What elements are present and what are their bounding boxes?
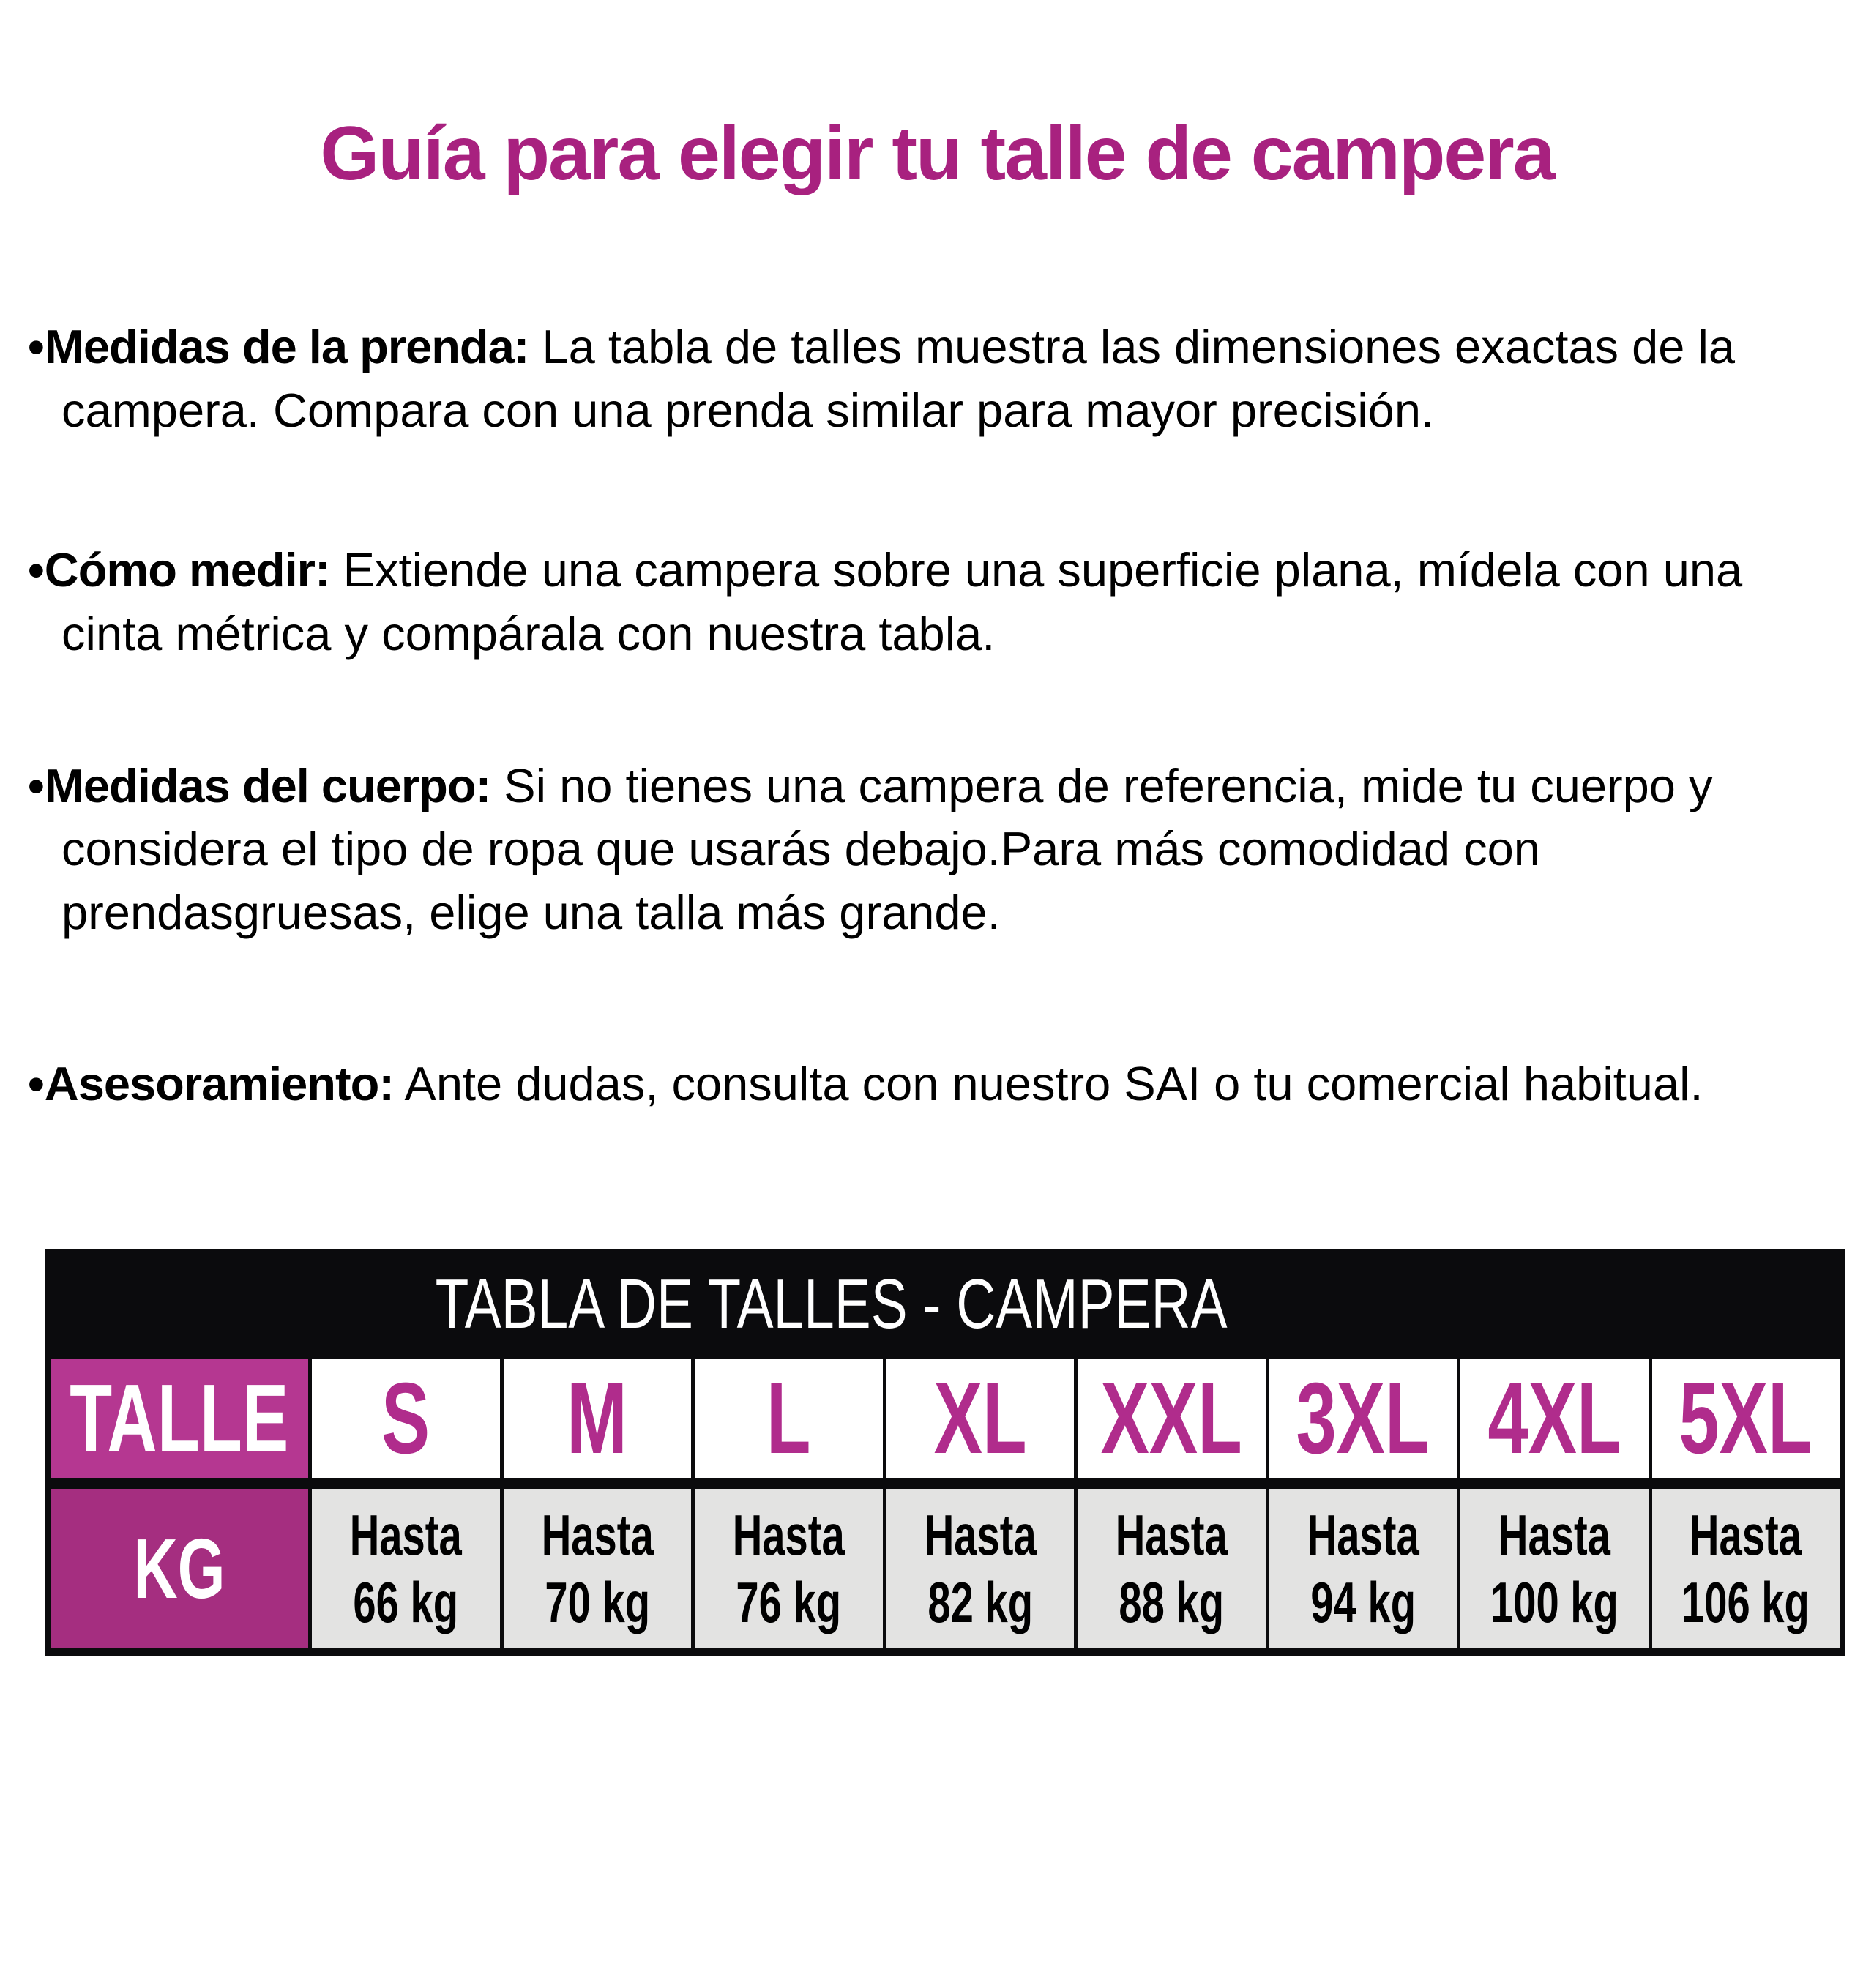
weight-cell-l: Hasta 76 kg: [691, 1488, 883, 1648]
bullet-text: Ante dudas, consulta con nuestro SAI o t…: [394, 1057, 1703, 1111]
page-title: Guía para elegir tu talle de campera: [320, 111, 1555, 196]
bullet-label: Medidas de la prenda:: [44, 320, 530, 374]
weight-value: 94 kg: [1310, 1569, 1416, 1634]
guide-bullet-list: •Medidas de la prenda: La tabla de talle…: [15, 315, 1874, 1116]
bullet-label: Medidas del cuerpo:: [44, 758, 491, 812]
hasta-label: Hasta: [349, 1502, 462, 1567]
size-cell-5xl: 5XL: [1648, 1359, 1840, 1478]
bullet-icon: •: [28, 320, 45, 374]
hasta-label: Hasta: [732, 1502, 845, 1567]
size-table-title: TABLA DE TALLES - CAMPERA: [436, 1264, 1228, 1343]
weight-value: 82 kg: [927, 1569, 1033, 1634]
hasta-label: Hasta: [1690, 1502, 1802, 1567]
size-label: XL: [933, 1361, 1027, 1475]
bullet-label: Asesoramiento:: [44, 1057, 395, 1111]
size-table-header-band: TABLA DE TALLES - CAMPERA: [51, 1249, 1840, 1359]
size-label: 4XL: [1487, 1361, 1621, 1475]
size-cell-xxl: XXL: [1074, 1359, 1266, 1478]
hasta-label: Hasta: [541, 1502, 654, 1567]
weight-value: 100 kg: [1490, 1569, 1619, 1634]
talle-header-label: TALLE: [70, 1364, 289, 1472]
size-label: 3XL: [1296, 1361, 1430, 1475]
weight-text: Hasta 70 kg: [541, 1501, 653, 1636]
size-cell-l: L: [691, 1359, 883, 1478]
weight-text: Hasta 76 kg: [733, 1501, 845, 1636]
size-cell-3xl: 3XL: [1265, 1359, 1457, 1478]
size-label: M: [567, 1361, 628, 1475]
weight-cell-s: Hasta 66 kg: [308, 1488, 500, 1648]
weight-value: 76 kg: [736, 1569, 842, 1634]
weight-cell-4xl: Hasta 100 kg: [1457, 1488, 1649, 1648]
size-label: 5XL: [1679, 1361, 1813, 1475]
weight-value: 88 kg: [1119, 1569, 1225, 1634]
size-cell-4xl: 4XL: [1457, 1359, 1649, 1478]
size-cell-xl: XL: [882, 1359, 1074, 1478]
bullet-text: Extiende una campera sobre una superfici…: [61, 543, 1743, 660]
weight-text: Hasta 88 kg: [1116, 1501, 1228, 1636]
size-label: L: [766, 1361, 811, 1475]
bullet-text: Si no tienes una campera de referencia, …: [61, 758, 1713, 939]
weight-value: 70 kg: [544, 1569, 650, 1634]
bullet-icon: •: [28, 1057, 45, 1111]
weight-cell-3xl: Hasta 94 kg: [1265, 1488, 1457, 1648]
kg-row-header: KG: [51, 1488, 308, 1648]
size-table: TABLA DE TALLES - CAMPERA TALLE S M L XL…: [45, 1249, 1845, 1656]
table-row-kg: KG Hasta 66 kg Hasta 70 kg Hasta 76 kg H…: [51, 1477, 1840, 1648]
table-row-talle: TALLE S M L XL XXL 3XL 4XL 5XL: [51, 1359, 1840, 1478]
hasta-label: Hasta: [1115, 1502, 1228, 1567]
weight-value: 66 kg: [353, 1569, 459, 1634]
hasta-label: Hasta: [1307, 1502, 1419, 1567]
weight-cell-m: Hasta 70 kg: [499, 1488, 691, 1648]
weight-text: Hasta 94 kg: [1307, 1501, 1419, 1636]
weight-cell-5xl: Hasta 106 kg: [1648, 1488, 1840, 1648]
bullet-icon: •: [28, 543, 45, 597]
weight-value: 106 kg: [1681, 1569, 1810, 1634]
bullet-label: Cómo medir:: [44, 543, 331, 597]
weight-text: Hasta 66 kg: [350, 1501, 462, 1636]
hasta-label: Hasta: [1498, 1502, 1610, 1567]
bullet-icon: •: [28, 758, 45, 812]
weight-text: Hasta 100 kg: [1490, 1501, 1619, 1636]
weight-cell-xxl: Hasta 88 kg: [1074, 1488, 1266, 1648]
size-label: S: [381, 1361, 430, 1475]
bullet-como-medir: •Cómo medir: Extiende una campera sobre …: [15, 539, 1818, 665]
weight-cell-xl: Hasta 82 kg: [882, 1488, 1074, 1648]
bullet-medidas-prenda: •Medidas de la prenda: La tabla de talle…: [15, 315, 1874, 442]
talle-row-header: TALLE: [51, 1359, 308, 1478]
bullet-asesoramiento: •Asesoramiento: Ante dudas, consulta con…: [15, 1053, 1818, 1116]
size-cell-m: M: [499, 1359, 691, 1478]
size-label: XXL: [1100, 1361, 1242, 1475]
weight-text: Hasta 106 kg: [1681, 1501, 1810, 1636]
kg-header-label: KG: [133, 1520, 225, 1616]
size-cell-s: S: [308, 1359, 500, 1478]
weight-text: Hasta 82 kg: [924, 1501, 1036, 1636]
hasta-label: Hasta: [924, 1502, 1037, 1567]
bullet-medidas-cuerpo: •Medidas del cuerpo: Si no tienes una ca…: [15, 755, 1874, 944]
bullet-text: La tabla de talles muestra las dimension…: [61, 320, 1736, 437]
